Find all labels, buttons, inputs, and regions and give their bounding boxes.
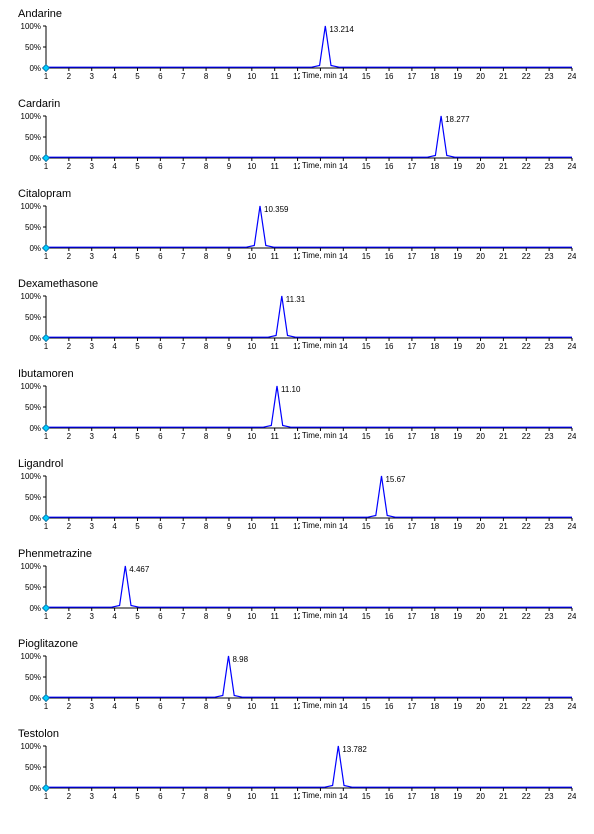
axes: [46, 206, 572, 248]
origin-marker-icon: [43, 245, 50, 252]
y-tick-label: 100%: [21, 292, 41, 301]
chromatogram-grid: Andarine0%50%100%12345678910111213141516…: [16, 8, 578, 806]
y-tick-label: 50%: [25, 403, 41, 412]
x-axis-label: Time, min: [300, 161, 339, 170]
y-tick-label: 50%: [25, 673, 41, 682]
axes: [46, 296, 572, 338]
origin-marker-icon: [43, 65, 50, 72]
panel-title: Dexamethasone: [18, 278, 578, 290]
panel-title: Andarine: [18, 8, 578, 20]
peak-label: 13.782: [342, 745, 367, 754]
axes: [46, 476, 572, 518]
chromatogram-panel: Citalopram0%50%100%123456789101112131415…: [16, 188, 578, 266]
origin-marker-icon: [43, 155, 50, 162]
chromatogram-trace: [46, 26, 572, 67]
y-tick-label: 100%: [21, 472, 41, 481]
chromatogram-panel: Pioglitazone0%50%100%1234567891011121314…: [16, 638, 578, 716]
peak-label: 8.98: [232, 655, 248, 664]
chromatogram-trace: [46, 566, 572, 607]
chromatogram-panel: Dexamethasone0%50%100%123456789101112131…: [16, 278, 578, 356]
origin-marker-icon: [43, 425, 50, 432]
peak-label: 11.10: [281, 385, 301, 394]
y-tick-label: 50%: [25, 43, 41, 52]
y-tick-label: 100%: [21, 742, 41, 751]
y-tick-label: 50%: [25, 583, 41, 592]
origin-marker-icon: [43, 335, 50, 342]
y-tick-label: 100%: [21, 652, 41, 661]
x-axis-label: Time, min: [300, 521, 339, 530]
chromatogram-panel: Phenmetrazine0%50%100%123456789101112131…: [16, 548, 578, 626]
chromatogram-panel: Ibutamoren0%50%100%123456789101112131415…: [16, 368, 578, 446]
y-tick-label: 100%: [21, 562, 41, 571]
y-tick-label: 100%: [21, 22, 41, 31]
panel-title: Ligandrol: [18, 458, 578, 470]
y-tick-label: 50%: [25, 493, 41, 502]
origin-marker-icon: [43, 515, 50, 522]
y-tick-label: 50%: [25, 313, 41, 322]
origin-marker-icon: [43, 785, 50, 792]
chromatogram-trace: [46, 296, 572, 337]
y-tick-label: 50%: [25, 133, 41, 142]
axes: [46, 116, 572, 158]
panel-title: Phenmetrazine: [18, 548, 578, 560]
y-tick-label: 100%: [21, 202, 41, 211]
peak-label: 15.67: [385, 475, 406, 484]
x-axis-label: Time, min: [300, 251, 339, 260]
peak-label: 10.359: [264, 205, 289, 214]
x-axis-label: Time, min: [300, 341, 339, 350]
axes: [46, 746, 572, 788]
chromatogram-trace: [46, 116, 572, 157]
peak-label: 11.31: [286, 295, 306, 304]
panel-title: Citalopram: [18, 188, 578, 200]
panel-title: Pioglitazone: [18, 638, 578, 650]
y-tick-label: 100%: [21, 112, 41, 121]
chromatogram-trace: [46, 656, 572, 697]
peak-label: 4.467: [129, 565, 150, 574]
y-tick-label: 50%: [25, 223, 41, 232]
x-axis-label: Time, min: [300, 791, 339, 800]
peak-label: 13.214: [329, 25, 354, 34]
y-tick-label: 50%: [25, 763, 41, 772]
origin-marker-icon: [43, 695, 50, 702]
chromatogram-trace: [46, 476, 572, 517]
chromatogram-trace: [46, 386, 572, 427]
axes: [46, 656, 572, 698]
origin-marker-icon: [43, 605, 50, 612]
x-axis-label: Time, min: [300, 71, 339, 80]
axes: [46, 386, 572, 428]
chromatogram-panel: Ligandrol0%50%100%1234567891011121314151…: [16, 458, 578, 536]
x-axis-label: Time, min: [300, 431, 339, 440]
panel-title: Ibutamoren: [18, 368, 578, 380]
chromatogram-panel: Andarine0%50%100%12345678910111213141516…: [16, 8, 578, 86]
peak-label: 18.277: [445, 115, 470, 124]
chromatogram-panel: Testolon0%50%100%12345678910111213141516…: [16, 728, 578, 806]
panel-title: Testolon: [18, 728, 578, 740]
axes: [46, 26, 572, 68]
y-tick-label: 100%: [21, 382, 41, 391]
chromatogram-trace: [46, 206, 572, 247]
panel-title: Cardarin: [18, 98, 578, 110]
chromatogram-trace: [46, 746, 572, 787]
chromatogram-panel: Cardarin0%50%100%12345678910111213141516…: [16, 98, 578, 176]
x-axis-label: Time, min: [300, 611, 339, 620]
